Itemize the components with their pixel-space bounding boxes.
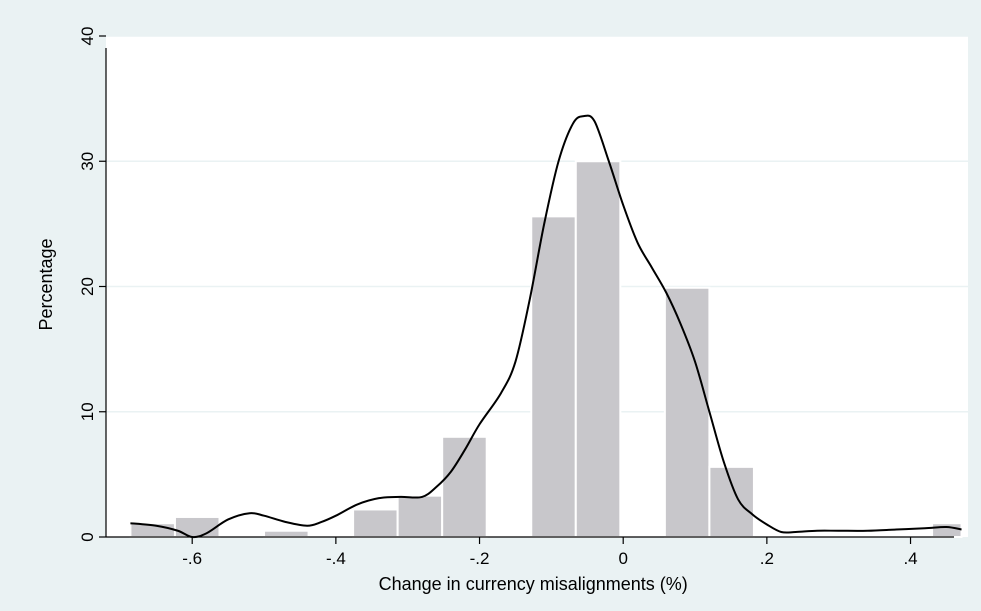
x-axis-title: Change in currency misalignments (%)	[379, 574, 688, 594]
bar-10	[574, 160, 622, 538]
x-axis-ticks: -.6 -.4 -.2 0 .2 .4	[182, 537, 918, 568]
histogram-bars	[129, 160, 963, 539]
bar-18	[931, 522, 963, 538]
x-tick-label-4: .2	[760, 549, 774, 568]
y-axis-title: Percentage	[36, 238, 56, 330]
axes	[105, 48, 954, 538]
x-tick-label-0: -.6	[182, 549, 202, 568]
y-tick-label-2: 20	[78, 277, 97, 296]
bar-9	[530, 215, 577, 539]
density-curve	[130, 114, 962, 539]
y-axis-ticks: 0 10 20 30 40	[78, 27, 106, 542]
bar-5	[352, 508, 399, 539]
bar-6	[396, 494, 444, 539]
y-tick-label-0: 0	[78, 532, 97, 541]
x-tick-label-2: -.2	[470, 549, 490, 568]
bar-13	[708, 465, 755, 538]
bar-12	[663, 286, 711, 538]
y-tick-label-1: 10	[78, 402, 97, 421]
y-tick-label-3: 30	[78, 152, 97, 171]
x-tick-label-1: -.4	[326, 549, 346, 568]
bar-7	[441, 435, 488, 538]
y-tick-label-4: 40	[78, 27, 97, 46]
x-tick-label-5: .4	[903, 549, 917, 568]
bar-1	[173, 515, 221, 539]
x-tick-label-3: 0	[618, 549, 627, 568]
bar-3	[263, 529, 310, 538]
